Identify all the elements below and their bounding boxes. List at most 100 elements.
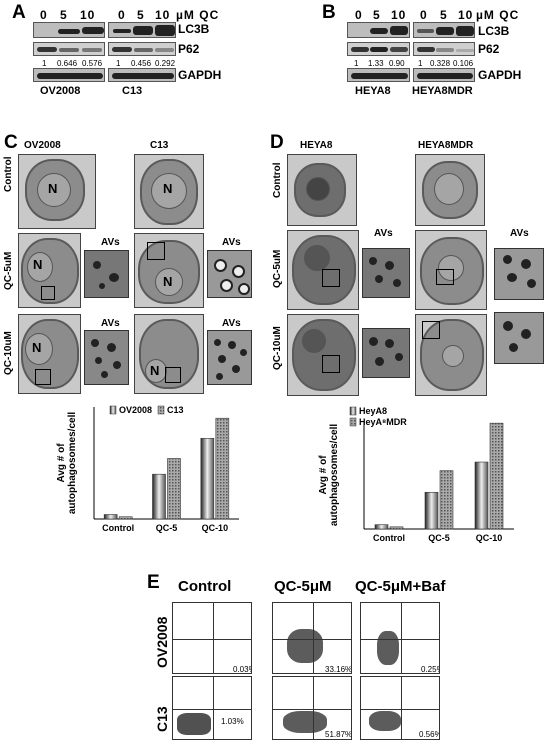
legend-label: HeyA⁸MDR [359, 417, 407, 427]
quadrant-pct: 0.03% [233, 665, 251, 674]
x-tick-label: QC-5 [156, 523, 178, 533]
av-inset [207, 330, 252, 385]
bar-chart-d: Avg # of autophagosomes/cell Control QC-5 QC… [318, 406, 514, 543]
em-heya8-qc10 [287, 314, 359, 396]
bar [489, 422, 504, 530]
legend-label: HeyA8 [359, 406, 387, 416]
panel-label-a: A [12, 2, 26, 23]
bar [439, 470, 454, 530]
quant: 1 [116, 59, 121, 68]
row-p62: P62 [478, 42, 500, 56]
row-gapdh: GAPDH [478, 68, 522, 82]
blot-gapdh-heya8mdr [413, 68, 475, 82]
conc-5: 5 [440, 8, 448, 22]
av-inset [207, 250, 252, 298]
conc-0: 0 [420, 8, 428, 22]
blot-p62-ov2008 [33, 42, 105, 56]
blot-p62-heya8mdr [413, 42, 475, 56]
unit-label: µM QC [476, 8, 520, 22]
em-ov2008-qc5: N [18, 233, 81, 308]
em-c13-qc10: N [134, 314, 204, 394]
quant: 1 [354, 59, 359, 68]
av-label: AVs [101, 237, 120, 248]
quant: 0.292 [155, 59, 176, 68]
av-inset [84, 250, 129, 298]
panel-label-d: D [270, 132, 284, 153]
row-p62: P62 [178, 42, 200, 56]
bar [167, 458, 181, 520]
panel-label-e: E [147, 572, 160, 593]
legend-swatch [157, 405, 165, 415]
row-qc5: QC-5uM [3, 251, 14, 290]
quadrant-pct: 0.56% [419, 730, 440, 739]
conc-5: 5 [60, 8, 68, 22]
quant: 0.106 [453, 59, 474, 68]
y-axis-label: autophagosomes/cell [329, 424, 340, 526]
flow-c13-control: 1.03% [172, 676, 252, 740]
blot-gapdh-ov2008 [33, 68, 105, 82]
conc-10: 10 [391, 8, 407, 22]
em-heya8mdr-control [415, 154, 485, 226]
cell-ov2008: OV2008 [40, 85, 81, 97]
conc-0: 0 [40, 8, 48, 22]
em-heya8-qc5 [287, 230, 359, 310]
legend-label: OV2008 [119, 405, 152, 415]
quant: 0.576 [82, 59, 103, 68]
row-qc10: QC-10uM [272, 326, 283, 370]
av-label: AVs [374, 228, 393, 239]
quant: 1.33 [368, 59, 384, 68]
quant: 0.646 [57, 59, 78, 68]
blot-lc3b-ov2008 [33, 22, 105, 38]
av-inset [362, 248, 410, 298]
row-gapdh: GAPDH [178, 68, 222, 82]
blot-gapdh-heya8 [347, 68, 410, 82]
cell-heya8mdr: HEYA8MDR [412, 85, 473, 97]
blot-lc3b-heya8mdr [413, 22, 475, 38]
av-label: AVs [510, 228, 529, 239]
quant: 0.328 [430, 59, 451, 68]
quant: 1 [418, 59, 423, 68]
y-axis-label: autophagosomes/cell [67, 412, 78, 514]
em-ov2008-qc10: N [18, 314, 81, 394]
row-lc3b: LC3B [178, 22, 210, 36]
col-qc5-baf: QC-5μM+Baf [355, 578, 446, 595]
bar [215, 417, 230, 520]
bar [374, 524, 389, 530]
flow-c13-qc5: 51.87% [272, 676, 352, 740]
y-axis-label: Avg # of [318, 455, 329, 495]
av-inset [84, 330, 129, 385]
flow-ov2008-baf: 0.25% [360, 602, 440, 674]
bar [103, 514, 118, 520]
conc-10: 10 [80, 8, 96, 22]
row-control: Control [3, 156, 14, 192]
em-c13-qc5: N [134, 233, 204, 308]
quant: 1 [42, 59, 47, 68]
quant: 0.90 [389, 59, 405, 68]
flow-ov2008-control: 0.03% [172, 602, 252, 674]
legend-swatch [109, 405, 117, 415]
quadrant-pct: 33.16% [325, 665, 352, 674]
quadrant-pct: 0.25% [421, 665, 439, 674]
av-inset [362, 328, 410, 378]
cell-c13: C13 [122, 85, 143, 97]
em-heya8mdr-qc5 [415, 230, 487, 310]
col-c13: C13 [150, 140, 169, 151]
em-heya8-control [287, 154, 357, 226]
x-tick-label: QC-10 [202, 523, 229, 533]
av-label: AVs [222, 318, 241, 329]
x-tick-label: Control [373, 533, 405, 543]
row-ov2008: OV2008 [154, 616, 170, 668]
panel-label-c: C [4, 132, 18, 153]
panel-label-b: B [322, 2, 336, 23]
col-heya8: HEYA8 [300, 140, 333, 151]
flow-c13-baf: 0.56% [360, 676, 440, 740]
bar [118, 516, 133, 520]
col-qc5: QC-5μM [274, 578, 332, 595]
nucleus-label: N [163, 274, 173, 289]
av-label: AVs [222, 237, 241, 248]
blot-gapdh-c13 [108, 68, 176, 82]
bar [152, 473, 166, 520]
unit-label: µM QC [176, 8, 220, 22]
legend-label: C13 [167, 405, 184, 415]
